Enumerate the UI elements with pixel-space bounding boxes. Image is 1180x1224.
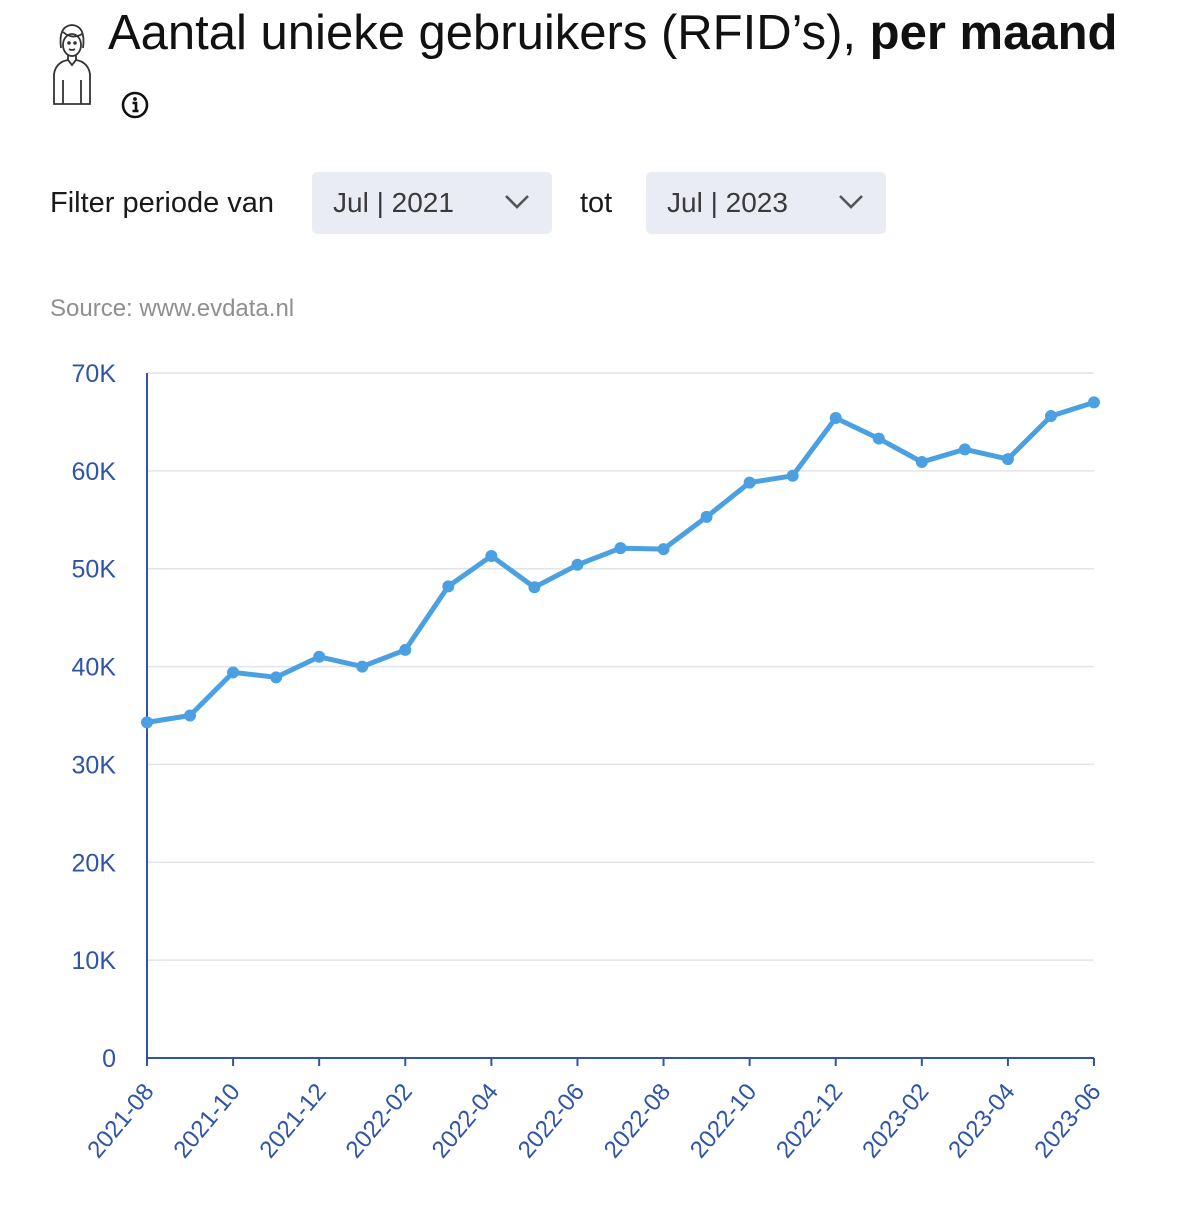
data-point: [399, 643, 412, 656]
x-tick-label: 2022-02: [341, 1079, 418, 1164]
page-title: Aantal unieke gebruikers (RFID’s), per m…: [108, 4, 1117, 62]
data-point: [485, 549, 498, 562]
period-from-value: Jul | 2021: [333, 187, 454, 218]
users-line-chart: 0 10K 20K 30K 40K 50K 60K 70K 2021-08 2021-10 2021…: [72, 360, 1107, 1164]
chevron-down-icon: [839, 195, 863, 209]
y-tick-label: 70K: [72, 360, 117, 388]
to-label: tot: [580, 187, 613, 219]
x-tick-label: 2022-08: [599, 1079, 676, 1164]
data-point: [614, 542, 627, 555]
data-point: [829, 412, 842, 425]
title-bold: per maand: [869, 6, 1118, 60]
x-tick-label: 2022-12: [771, 1079, 848, 1164]
data-point: [700, 510, 713, 523]
period-from-select[interactable]: Jul | 2021: [312, 172, 552, 234]
data-point: [270, 671, 283, 684]
x-tick-label: 2022-04: [427, 1079, 504, 1164]
data-point: [872, 432, 885, 445]
y-tick-label: 20K: [72, 849, 117, 877]
x-tick-label: 2023-04: [943, 1079, 1020, 1164]
y-tick-label: 60K: [72, 458, 117, 486]
x-tick-label: 2021-10: [168, 1079, 245, 1164]
period-to-value: Jul | 2023: [667, 187, 788, 218]
data-point: [442, 580, 455, 593]
y-tick-label: 30K: [72, 751, 117, 779]
period-to-select[interactable]: Jul | 2023: [646, 172, 886, 234]
data-point: [657, 543, 670, 556]
y-tick-label: 40K: [72, 654, 117, 682]
filter-label: Filter periode van: [50, 187, 275, 219]
data-point: [356, 660, 369, 673]
title-regular: Aantal unieke gebruikers (RFID’s),: [108, 6, 857, 60]
x-tick-label: 2021-12: [254, 1079, 331, 1164]
data-point: [958, 443, 971, 456]
user-avatar-icon: [53, 24, 91, 105]
chevron-down-icon: [505, 195, 529, 209]
data-point: [141, 716, 153, 729]
x-tick-label: 2022-06: [513, 1079, 590, 1164]
x-tick-label: 2021-08: [82, 1079, 159, 1164]
source-note: Source: www.evdata.nl: [50, 295, 295, 322]
y-tick-label: 10K: [72, 947, 117, 975]
y-tick-label: 50K: [72, 556, 117, 584]
data-point: [184, 709, 197, 722]
header: Aantal unieke gebruikers (RFID’s), per m…: [44, 0, 1164, 130]
x-tick-label: 2023-02: [857, 1079, 934, 1164]
x-tick-label: 2022-10: [685, 1079, 762, 1164]
data-point: [915, 456, 928, 469]
data-point: [1001, 453, 1014, 466]
y-tick-label: 0: [102, 1045, 116, 1073]
info-icon[interactable]: [120, 90, 150, 120]
x-tick-label: 2023-06: [1029, 1079, 1106, 1164]
period-filter: Filter periode van Jul | 2021 tot Jul | …: [50, 172, 950, 234]
data-point: [743, 476, 756, 489]
data-point: [1044, 410, 1057, 423]
data-point: [528, 581, 541, 594]
data-point: [571, 558, 584, 571]
data-point: [227, 666, 240, 679]
data-point: [313, 650, 326, 663]
data-point: [786, 469, 799, 482]
series-line: [144, 399, 1097, 725]
data-point: [1088, 396, 1100, 409]
